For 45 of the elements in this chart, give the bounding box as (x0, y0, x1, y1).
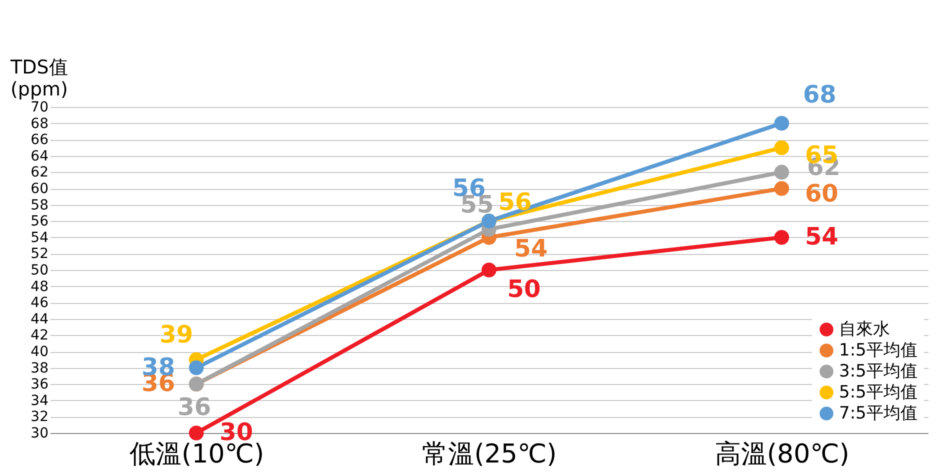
y-tick-label: 64 (30, 148, 49, 164)
y-tick-label: 46 (30, 295, 49, 312)
data-label: 50 (507, 275, 541, 303)
y-tick-label: 38 (30, 360, 48, 376)
point (774, 230, 790, 245)
y-tick-label: 50 (30, 262, 48, 278)
legend-label: 3:5平均值 (839, 362, 918, 382)
data-label: 36 (178, 393, 212, 422)
legend-label: 5:5平均值 (839, 382, 918, 402)
y-tick-label: 32 (30, 409, 48, 426)
legend-label: 7:5平均值 (839, 404, 918, 424)
point (774, 164, 790, 180)
point (774, 140, 790, 156)
point (482, 262, 496, 278)
data-label: 54 (514, 234, 548, 262)
y-tick-label: 68 (30, 116, 48, 132)
y-tick-label: 36 (30, 376, 49, 393)
y-tick-label: 62 (30, 164, 48, 181)
x-tick-label: 高溫(80℃) (714, 440, 850, 470)
y-tick-label: 48 (30, 278, 48, 295)
y-tick-label: 70 (30, 100, 48, 116)
y-tick-label: 60 (30, 181, 48, 197)
data-label: 39 (160, 320, 194, 349)
y-tick-label: 40 (30, 344, 48, 360)
y-tick-label: 66 (30, 132, 49, 148)
data-label: 56 (498, 188, 532, 216)
data-label: 68 (802, 80, 836, 108)
data-label: 60 (804, 180, 838, 208)
y-axis-title: TDS值 (ppm) (10, 56, 68, 100)
data-label: 54 (804, 222, 838, 250)
y-tick-label: 52 (30, 246, 48, 262)
point (774, 116, 790, 131)
y-tick-label: 30 (30, 426, 48, 442)
point (188, 426, 204, 440)
legend-label: 自來水 (839, 320, 890, 340)
point (188, 360, 204, 376)
y-tick-label: 54 (30, 230, 49, 246)
y-tick-label: 42 (30, 328, 48, 344)
point (774, 181, 790, 196)
x-tick-label: 常溫(25℃) (422, 440, 557, 470)
y-tick-label: 34 (30, 392, 49, 409)
y-tick-label: 56 (30, 214, 49, 230)
legend-label: 1:5平均值 (839, 340, 918, 360)
y-tick-label: 44 (30, 311, 49, 328)
y-tick-label: 58 (30, 197, 48, 214)
